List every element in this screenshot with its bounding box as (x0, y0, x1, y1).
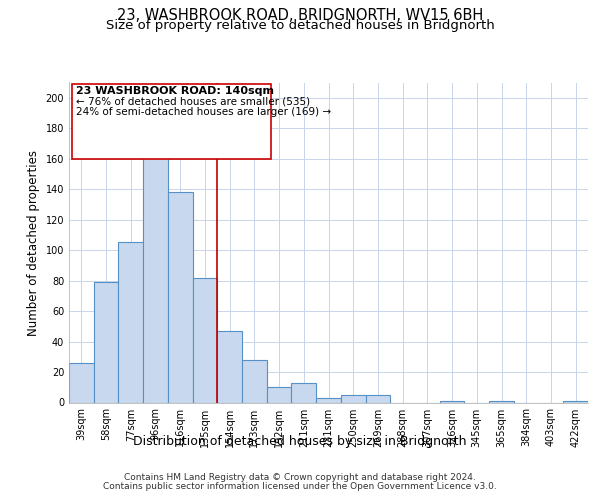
Bar (563, 401, 588, 402)
Y-axis label: Number of detached properties: Number of detached properties (27, 150, 40, 336)
Bar (341, 395, 365, 402)
Bar (242, 360, 267, 403)
Bar (168, 192, 193, 402)
Bar (489, 401, 514, 402)
Text: 23 WASHBROOK ROAD: 140sqm: 23 WASHBROOK ROAD: 140sqm (76, 86, 274, 97)
FancyBboxPatch shape (71, 84, 271, 160)
Text: 23, WASHBROOK ROAD, BRIDGNORTH, WV15 6BH: 23, WASHBROOK ROAD, BRIDGNORTH, WV15 6BH (117, 8, 483, 22)
Bar (440, 401, 464, 402)
Bar (69, 363, 94, 403)
Text: ← 76% of detached houses are smaller (535): ← 76% of detached houses are smaller (53… (76, 97, 310, 107)
Text: Contains HM Land Registry data © Crown copyright and database right 2024.: Contains HM Land Registry data © Crown c… (124, 472, 476, 482)
Text: Contains public sector information licensed under the Open Government Licence v3: Contains public sector information licen… (103, 482, 497, 491)
Bar (267, 388, 292, 402)
Bar (94, 282, 118, 403)
Bar (365, 395, 390, 402)
Text: 24% of semi-detached houses are larger (169) →: 24% of semi-detached houses are larger (… (76, 108, 331, 118)
Text: Size of property relative to detached houses in Bridgnorth: Size of property relative to detached ho… (106, 18, 494, 32)
Bar (316, 398, 341, 402)
Bar (292, 382, 316, 402)
Bar (143, 151, 168, 403)
Text: Distribution of detached houses by size in Bridgnorth: Distribution of detached houses by size … (133, 435, 467, 448)
Bar (118, 242, 143, 402)
Bar (217, 331, 242, 402)
Bar (193, 278, 217, 402)
